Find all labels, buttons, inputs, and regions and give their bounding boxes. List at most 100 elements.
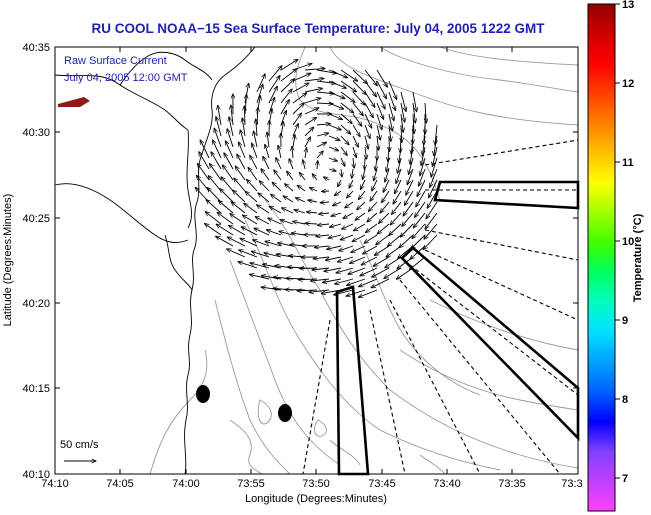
current-vector — [320, 202, 330, 203]
current-vector — [271, 194, 282, 203]
current-vector — [385, 256, 402, 268]
current-vector — [328, 135, 340, 140]
current-vector — [386, 245, 402, 257]
current-vector — [399, 234, 414, 248]
current-vector — [308, 200, 318, 202]
scale-label: 50 cm/s — [60, 439, 99, 451]
current-vector — [211, 152, 222, 170]
current-vector — [352, 91, 365, 105]
current-vector — [280, 79, 295, 93]
current-vector — [374, 168, 378, 181]
current-vector — [415, 201, 426, 217]
current-vector — [368, 201, 378, 211]
current-vector — [360, 179, 366, 190]
current-vector — [292, 73, 311, 82]
current-vector — [401, 124, 402, 143]
current-vector — [229, 117, 234, 137]
current-vector — [411, 135, 413, 154]
y-tick-label: 40:20 — [22, 298, 50, 310]
current-vector — [340, 146, 347, 156]
current-vector — [256, 74, 265, 93]
current-vector — [316, 142, 327, 148]
current-vector — [263, 156, 270, 170]
current-vector — [403, 201, 414, 216]
current-vector — [431, 157, 438, 177]
colorbar: 13 12 11 10 9 8 7 Temperature (°C) — [587, 0, 644, 512]
current-vector — [238, 262, 258, 269]
current-vector — [227, 237, 246, 247]
current-vector — [278, 145, 282, 159]
current-vector — [372, 179, 378, 191]
current-vector — [346, 289, 366, 296]
current-vector — [239, 250, 258, 258]
colorbar-tick: 11 — [622, 157, 634, 169]
current-vector — [397, 157, 402, 173]
current-vector — [351, 245, 366, 253]
current-vector — [379, 212, 390, 223]
current-vector — [376, 113, 382, 130]
current-vector — [399, 146, 401, 163]
current-vector — [214, 128, 222, 148]
current-vector — [316, 235, 330, 236]
current-vector — [233, 190, 246, 203]
current-vector — [268, 66, 282, 82]
current-vector — [316, 80, 336, 84]
current-vector — [268, 218, 282, 225]
current-vector — [352, 168, 353, 178]
current-vector — [425, 212, 438, 229]
current-vector — [363, 168, 366, 180]
current-vector — [292, 103, 304, 115]
current-vector — [340, 91, 355, 102]
current-vector — [349, 179, 354, 188]
current-vector — [231, 202, 246, 214]
current-vector — [227, 129, 234, 148]
current-vector — [240, 238, 258, 247]
current-vector — [389, 223, 402, 236]
current-vector — [296, 198, 306, 203]
current-vector — [319, 213, 330, 214]
current-vectors — [195, 59, 437, 297]
current-vector — [348, 267, 366, 274]
current-vector — [421, 146, 426, 166]
current-vector — [419, 168, 426, 186]
current-vector — [347, 278, 366, 285]
current-vector — [355, 212, 366, 220]
current-vector — [309, 290, 330, 292]
x-axis-label: Longitude (Degrees:Minutes) — [245, 493, 387, 505]
current-vector — [358, 289, 378, 297]
current-vector — [364, 124, 370, 139]
current-vector — [412, 102, 415, 123]
current-vector — [324, 177, 330, 180]
current-vector — [375, 157, 377, 171]
current-vector — [398, 245, 414, 258]
current-vector — [252, 143, 258, 159]
current-vector — [272, 182, 282, 192]
current-vector — [338, 179, 341, 187]
current-vector — [340, 102, 354, 113]
x-tick-label: 73:55 — [237, 478, 265, 490]
current-vector — [258, 193, 270, 203]
current-vector — [227, 249, 246, 258]
current-vector — [304, 127, 314, 137]
current-vector — [241, 227, 258, 236]
x-tick-label: 73:40 — [433, 478, 461, 490]
current-vector — [374, 245, 390, 256]
colorbar-tick: 10 — [622, 236, 634, 248]
current-vector — [388, 146, 389, 162]
current-vector — [364, 69, 377, 86]
current-vector — [254, 228, 270, 236]
current-vector — [322, 191, 330, 192]
current-vector — [205, 212, 222, 225]
current-vector — [430, 168, 438, 187]
y-axis-label: Latitude (Degrees:Minutes) — [2, 194, 14, 327]
current-vector — [268, 86, 277, 104]
current-vector — [317, 161, 318, 170]
colorbar-tick: 12 — [622, 78, 634, 90]
current-vector — [220, 189, 234, 203]
current-vector — [269, 206, 282, 214]
current-vector — [402, 212, 414, 226]
current-vector — [244, 203, 258, 214]
current-vector — [377, 135, 379, 150]
current-vector — [385, 168, 390, 182]
x-tick-label: 73:50 — [302, 478, 330, 490]
